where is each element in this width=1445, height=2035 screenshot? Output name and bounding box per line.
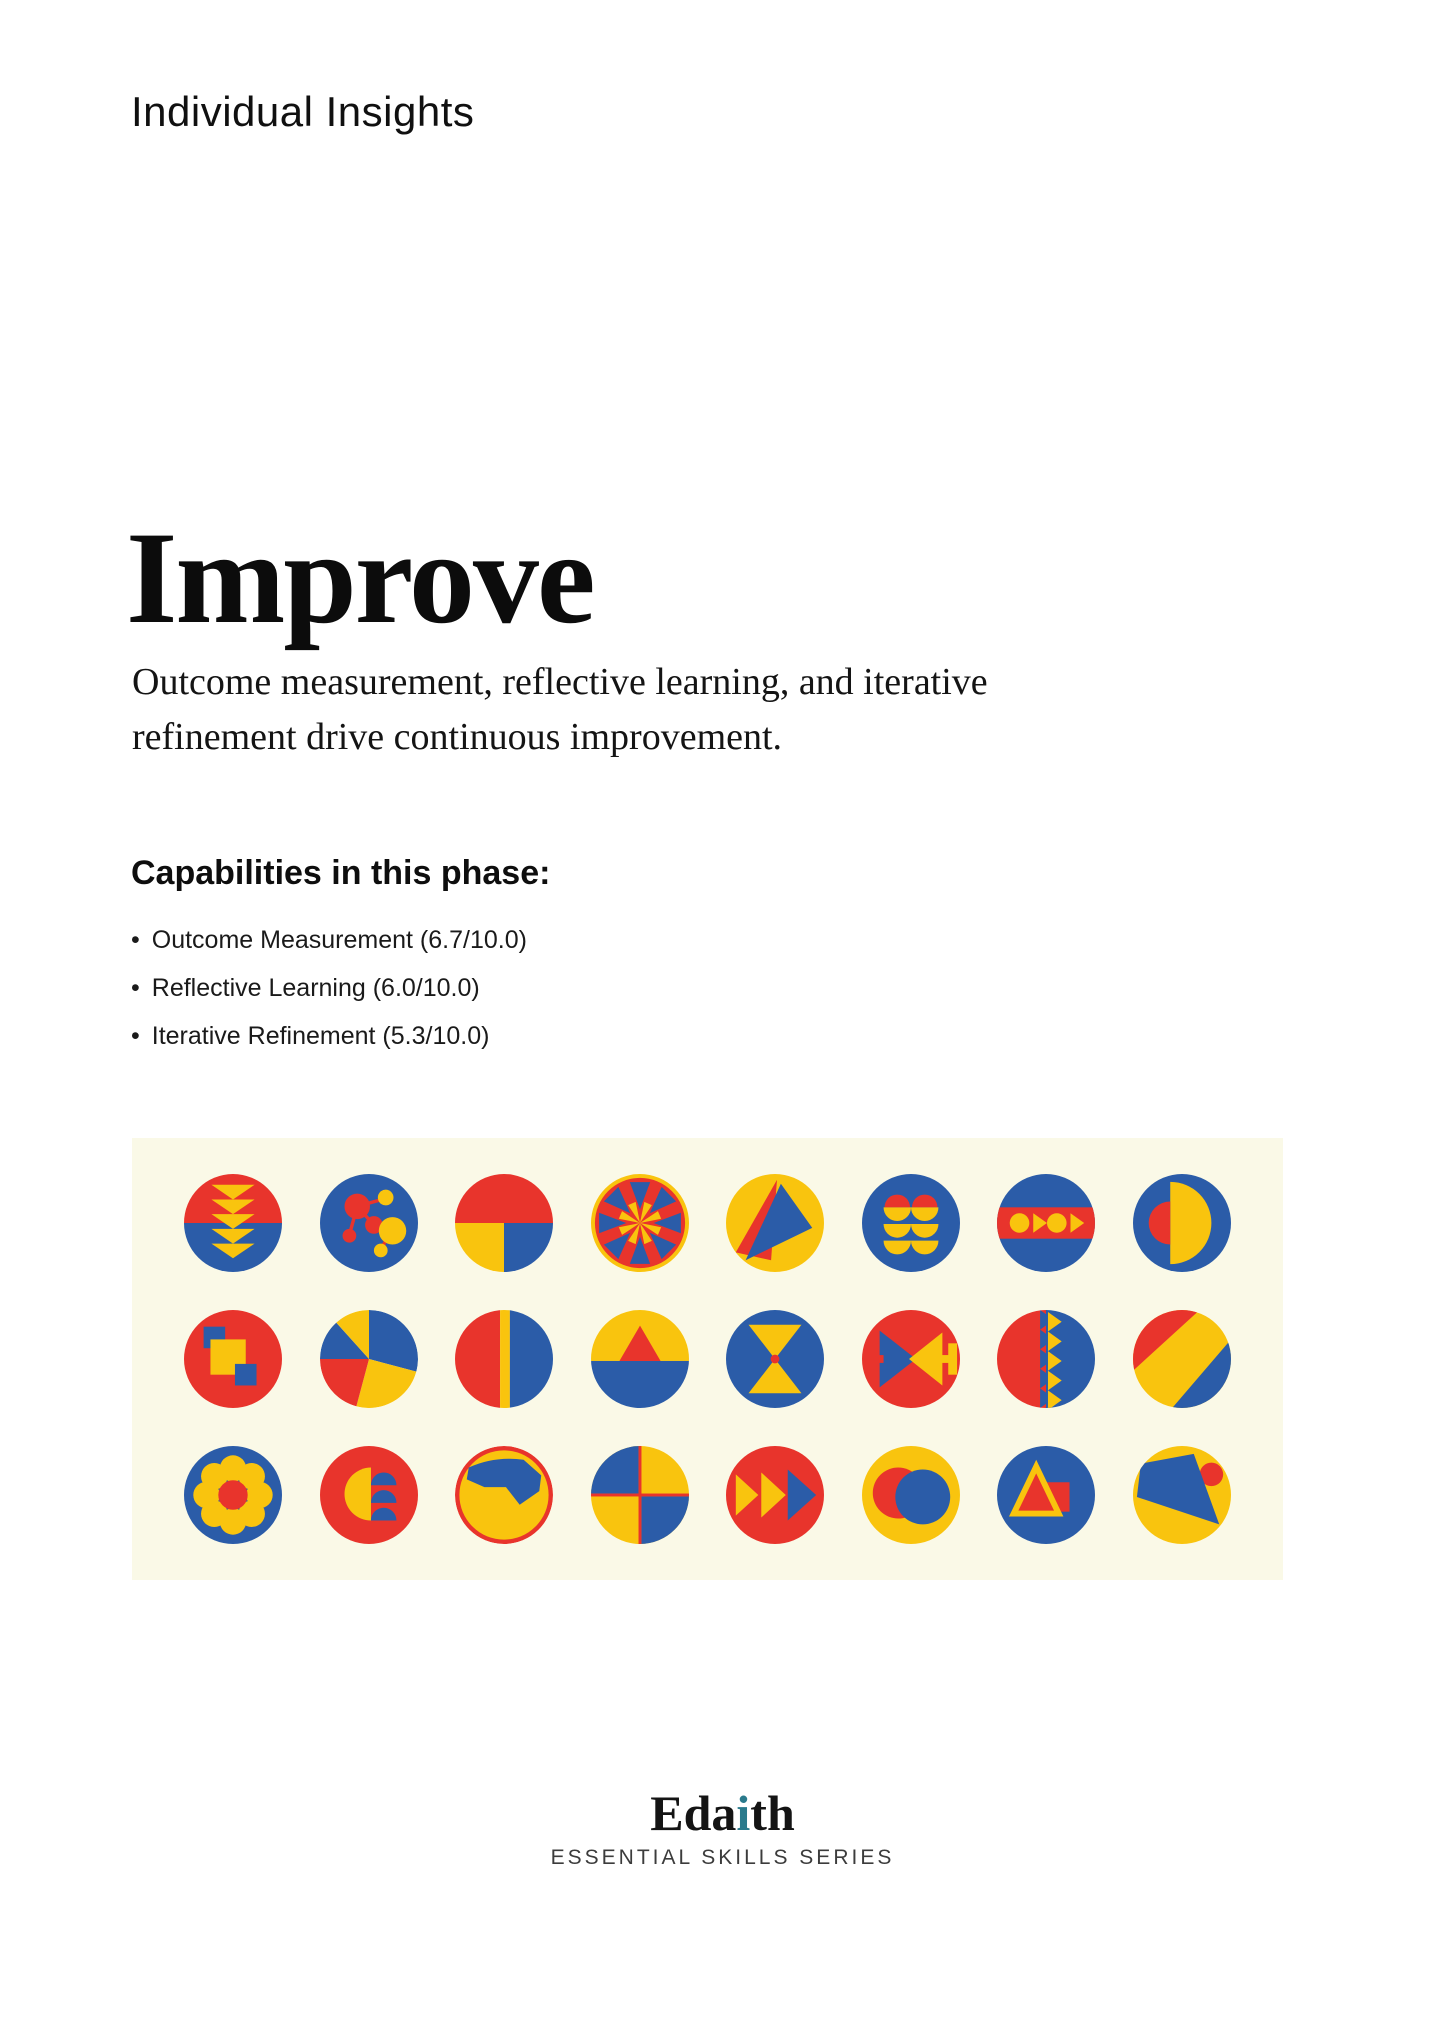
badge-pinwheel-pie-icon bbox=[319, 1310, 418, 1408]
badge-arches-stack-icon bbox=[319, 1446, 418, 1544]
badge-triangles-cascade-icon bbox=[184, 1174, 282, 1272]
capability-text: Iterative Refinement (5.3/10.0) bbox=[151, 1022, 490, 1050]
page-subtitle: Outcome measurement, reflective learning… bbox=[132, 655, 988, 765]
brand-logo-pre: Eda bbox=[650, 1785, 737, 1841]
badge-flower-petals-icon bbox=[184, 1446, 282, 1544]
badge-row bbox=[184, 1446, 1231, 1544]
subtitle-line-2: refinement drive continuous improvement. bbox=[132, 716, 783, 758]
bullet-glyph: • bbox=[131, 926, 140, 954]
bullet-glyph: • bbox=[131, 974, 140, 1002]
badge-shapes-band-icon bbox=[997, 1174, 1096, 1272]
badge-opposing-arrows-icon bbox=[861, 1310, 960, 1408]
subtitle-line-1: Outcome measurement, reflective learning… bbox=[132, 661, 988, 703]
badge-fast-forward-icon bbox=[726, 1446, 825, 1544]
badge-mountain-horizon-icon bbox=[590, 1310, 689, 1408]
capability-item: • Reflective Learning (6.0/10.0) bbox=[131, 964, 527, 1012]
badge-zigzag-divide-icon bbox=[997, 1310, 1096, 1408]
badge-network-nodes-icon bbox=[319, 1174, 418, 1272]
capability-text: Outcome Measurement (6.7/10.0) bbox=[151, 926, 527, 954]
badge-split-stripe-icon bbox=[455, 1310, 554, 1408]
badge-scalloped-rows-icon bbox=[861, 1174, 960, 1272]
brand-logo-post: th bbox=[750, 1785, 795, 1841]
badge-triangle-square-icon bbox=[997, 1446, 1096, 1544]
capability-item: • Outcome Measurement (6.7/10.0) bbox=[131, 916, 527, 964]
badge-row bbox=[184, 1310, 1231, 1408]
page-title: Improve bbox=[126, 504, 596, 651]
document-type-label: Individual Insights bbox=[131, 88, 475, 135]
bullet-glyph: • bbox=[131, 1022, 140, 1050]
badge-wave-blob-icon bbox=[455, 1446, 554, 1544]
badge-quadrant-cross-icon bbox=[590, 1446, 689, 1544]
badge-compass-mandala-icon bbox=[590, 1174, 689, 1272]
series-label: ESSENTIAL SKILLS SERIES bbox=[550, 1846, 895, 1869]
badge-diagonal-bands-icon bbox=[1132, 1310, 1231, 1408]
badge-quarter-split-icon bbox=[455, 1174, 554, 1272]
badge-stacked-squares-icon bbox=[184, 1310, 282, 1408]
badge-hourglass-triangles-icon bbox=[726, 1310, 825, 1408]
capability-item: • Iterative Refinement (5.3/10.0) bbox=[131, 1012, 527, 1060]
badge-panel bbox=[132, 1138, 1283, 1580]
capabilities-heading: Capabilities in this phase: bbox=[131, 854, 551, 892]
badge-eclipse-circles-icon bbox=[861, 1446, 960, 1544]
badge-overlapping-triangles-icon bbox=[726, 1174, 825, 1272]
brand-logo: Edaith bbox=[0, 1784, 1445, 1842]
badge-sail-dot-icon bbox=[1132, 1446, 1231, 1544]
capabilities-list: • Outcome Measurement (6.7/10.0) • Reflecti… bbox=[131, 916, 527, 1060]
brand-logo-accent: i bbox=[736, 1785, 751, 1841]
badge-row bbox=[184, 1174, 1231, 1272]
badge-half-disc-moon-icon bbox=[1132, 1174, 1231, 1272]
capability-text: Reflective Learning (6.0/10.0) bbox=[151, 974, 480, 1002]
